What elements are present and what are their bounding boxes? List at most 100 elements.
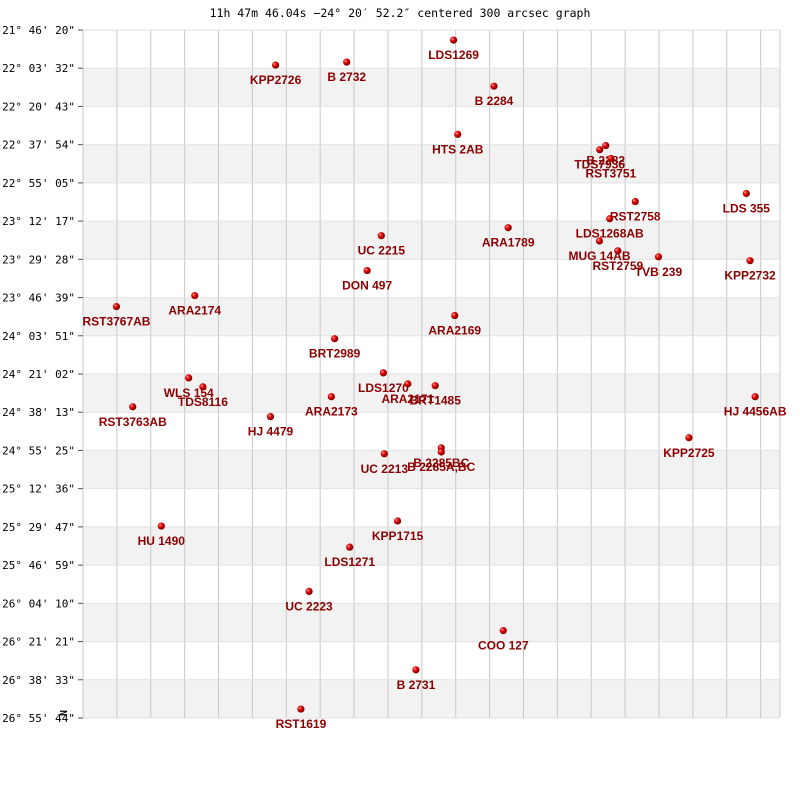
star-marker[interactable] [331,335,339,343]
star-label: B 2285BC [413,456,469,470]
y-tick-label: -22° 37' 54" [0,139,75,152]
star-label: KPP2732 [724,269,776,283]
y-tick-label: -24° 03' 51" [0,330,75,343]
y-gridlines [83,29,780,719]
star-marker[interactable] [454,130,462,138]
star-marker[interactable] [654,253,663,261]
y-tick-label: -22° 55' 05" [0,177,75,190]
star-marker[interactable] [363,266,371,275]
star-label: UC 2215 [358,244,406,258]
star-label: UC 2213 [361,462,409,476]
y-tick-label: -25° 29' 47" [0,521,75,534]
star-marker[interactable] [393,517,402,525]
star-marker[interactable] [431,382,439,390]
star-marker[interactable] [343,58,351,66]
north-marker: N [57,710,68,716]
star-marker[interactable] [742,189,750,198]
star-marker[interactable] [379,369,388,377]
star-label: UC 2223 [285,599,333,613]
row-band [83,679,780,718]
star-label: ARA2171 [381,392,434,406]
star-label: TDS8116 [178,395,228,409]
star-marker[interactable] [380,450,388,458]
star-marker[interactable] [449,36,458,44]
star-marker[interactable] [305,587,313,596]
star-label: ARA2169 [428,324,481,338]
star-marker[interactable] [606,215,614,223]
star-label: LDS 355 [723,202,771,216]
row-band [83,641,780,680]
star-marker[interactable] [185,374,193,382]
row-band [83,412,780,451]
star-marker[interactable] [327,393,335,401]
star-label: BRT1485 [410,394,462,408]
star-label: RST3751 [586,166,637,180]
stars-layer: LDS1269 B 2732 KPP2726 B 2284 HTS 2AB B 2282 T… [82,36,787,731]
star-marker[interactable] [614,247,622,255]
star-label: HU 1490 [138,534,186,548]
y-tick-label: -23° 12' 17" [0,215,75,228]
star-label: LDS1271 [324,555,375,569]
star-label: B 2282 [586,154,625,168]
star-marker[interactable] [499,627,507,635]
star-marker[interactable] [191,291,199,300]
row-band [83,182,780,222]
star-label: COO 127 [478,639,529,653]
y-tick-label: -26° 04' 10" [0,597,75,610]
star-marker[interactable] [504,224,512,232]
y-tick-label: -23° 29' 28" [0,253,75,266]
y-tick-label: -25° 12' 36" [0,483,75,496]
y-tick-label: -26° 38' 33" [0,674,75,687]
star-marker[interactable] [157,522,165,530]
star-label: B 2285A,BC [407,460,475,474]
star-marker[interactable] [607,154,615,163]
star-marker[interactable] [297,705,305,713]
star-label: KPP1715 [372,529,424,543]
star-marker[interactable] [199,383,207,391]
row-band [83,68,780,107]
star-marker[interactable] [451,311,459,320]
star-marker[interactable] [266,413,275,421]
row-band [83,450,780,489]
row-band [83,30,780,69]
star-label: B 2731 [397,678,436,692]
star-marker[interactable] [112,302,121,311]
star-marker[interactable] [404,380,412,388]
star-marker[interactable] [490,82,498,90]
star-label: RST3763AB [99,415,167,429]
star-label: ARA2174 [168,304,221,318]
star-label: RST2759 [592,259,643,273]
y-tick-label: -24° 38' 13" [0,406,75,419]
star-marker[interactable] [412,666,420,674]
star-label: HJ 4456AB [724,405,787,419]
star-label: DON 497 [342,279,392,293]
star-label: LDS1269 [428,48,479,62]
star-label: LDS1270 [358,381,409,395]
star-marker[interactable] [346,543,354,551]
row-band [83,144,780,183]
row-band [83,526,780,566]
star-label: BRT2989 [309,347,361,361]
star-label: RST1619 [276,717,327,731]
star-marker[interactable] [685,434,693,442]
star-label: HJ 4479 [248,425,294,439]
star-marker[interactable] [602,141,610,150]
row-band [83,106,780,145]
star-marker[interactable] [129,403,137,411]
y-tick-label: -22° 03' 32" [0,62,75,75]
star-label: B 2732 [327,70,366,84]
star-label: LDS1268AB [576,227,644,241]
star-marker[interactable] [437,448,445,456]
star-marker[interactable] [595,237,604,245]
star-marker[interactable] [746,257,754,265]
y-tick-label: -24° 55' 25" [0,444,75,457]
y-tick-labels: -21° 46' 20" -22° 03' 32" -22° 20' 43" -22°… [0,24,83,725]
y-tick-label: -23° 46' 39" [0,292,75,305]
star-marker[interactable] [272,61,280,69]
y-tick-label: -22° 20' 43" [0,100,75,113]
star-marker[interactable] [377,232,385,240]
star-marker[interactable] [596,146,604,154]
star-marker[interactable] [631,197,639,206]
star-marker[interactable] [751,393,759,401]
